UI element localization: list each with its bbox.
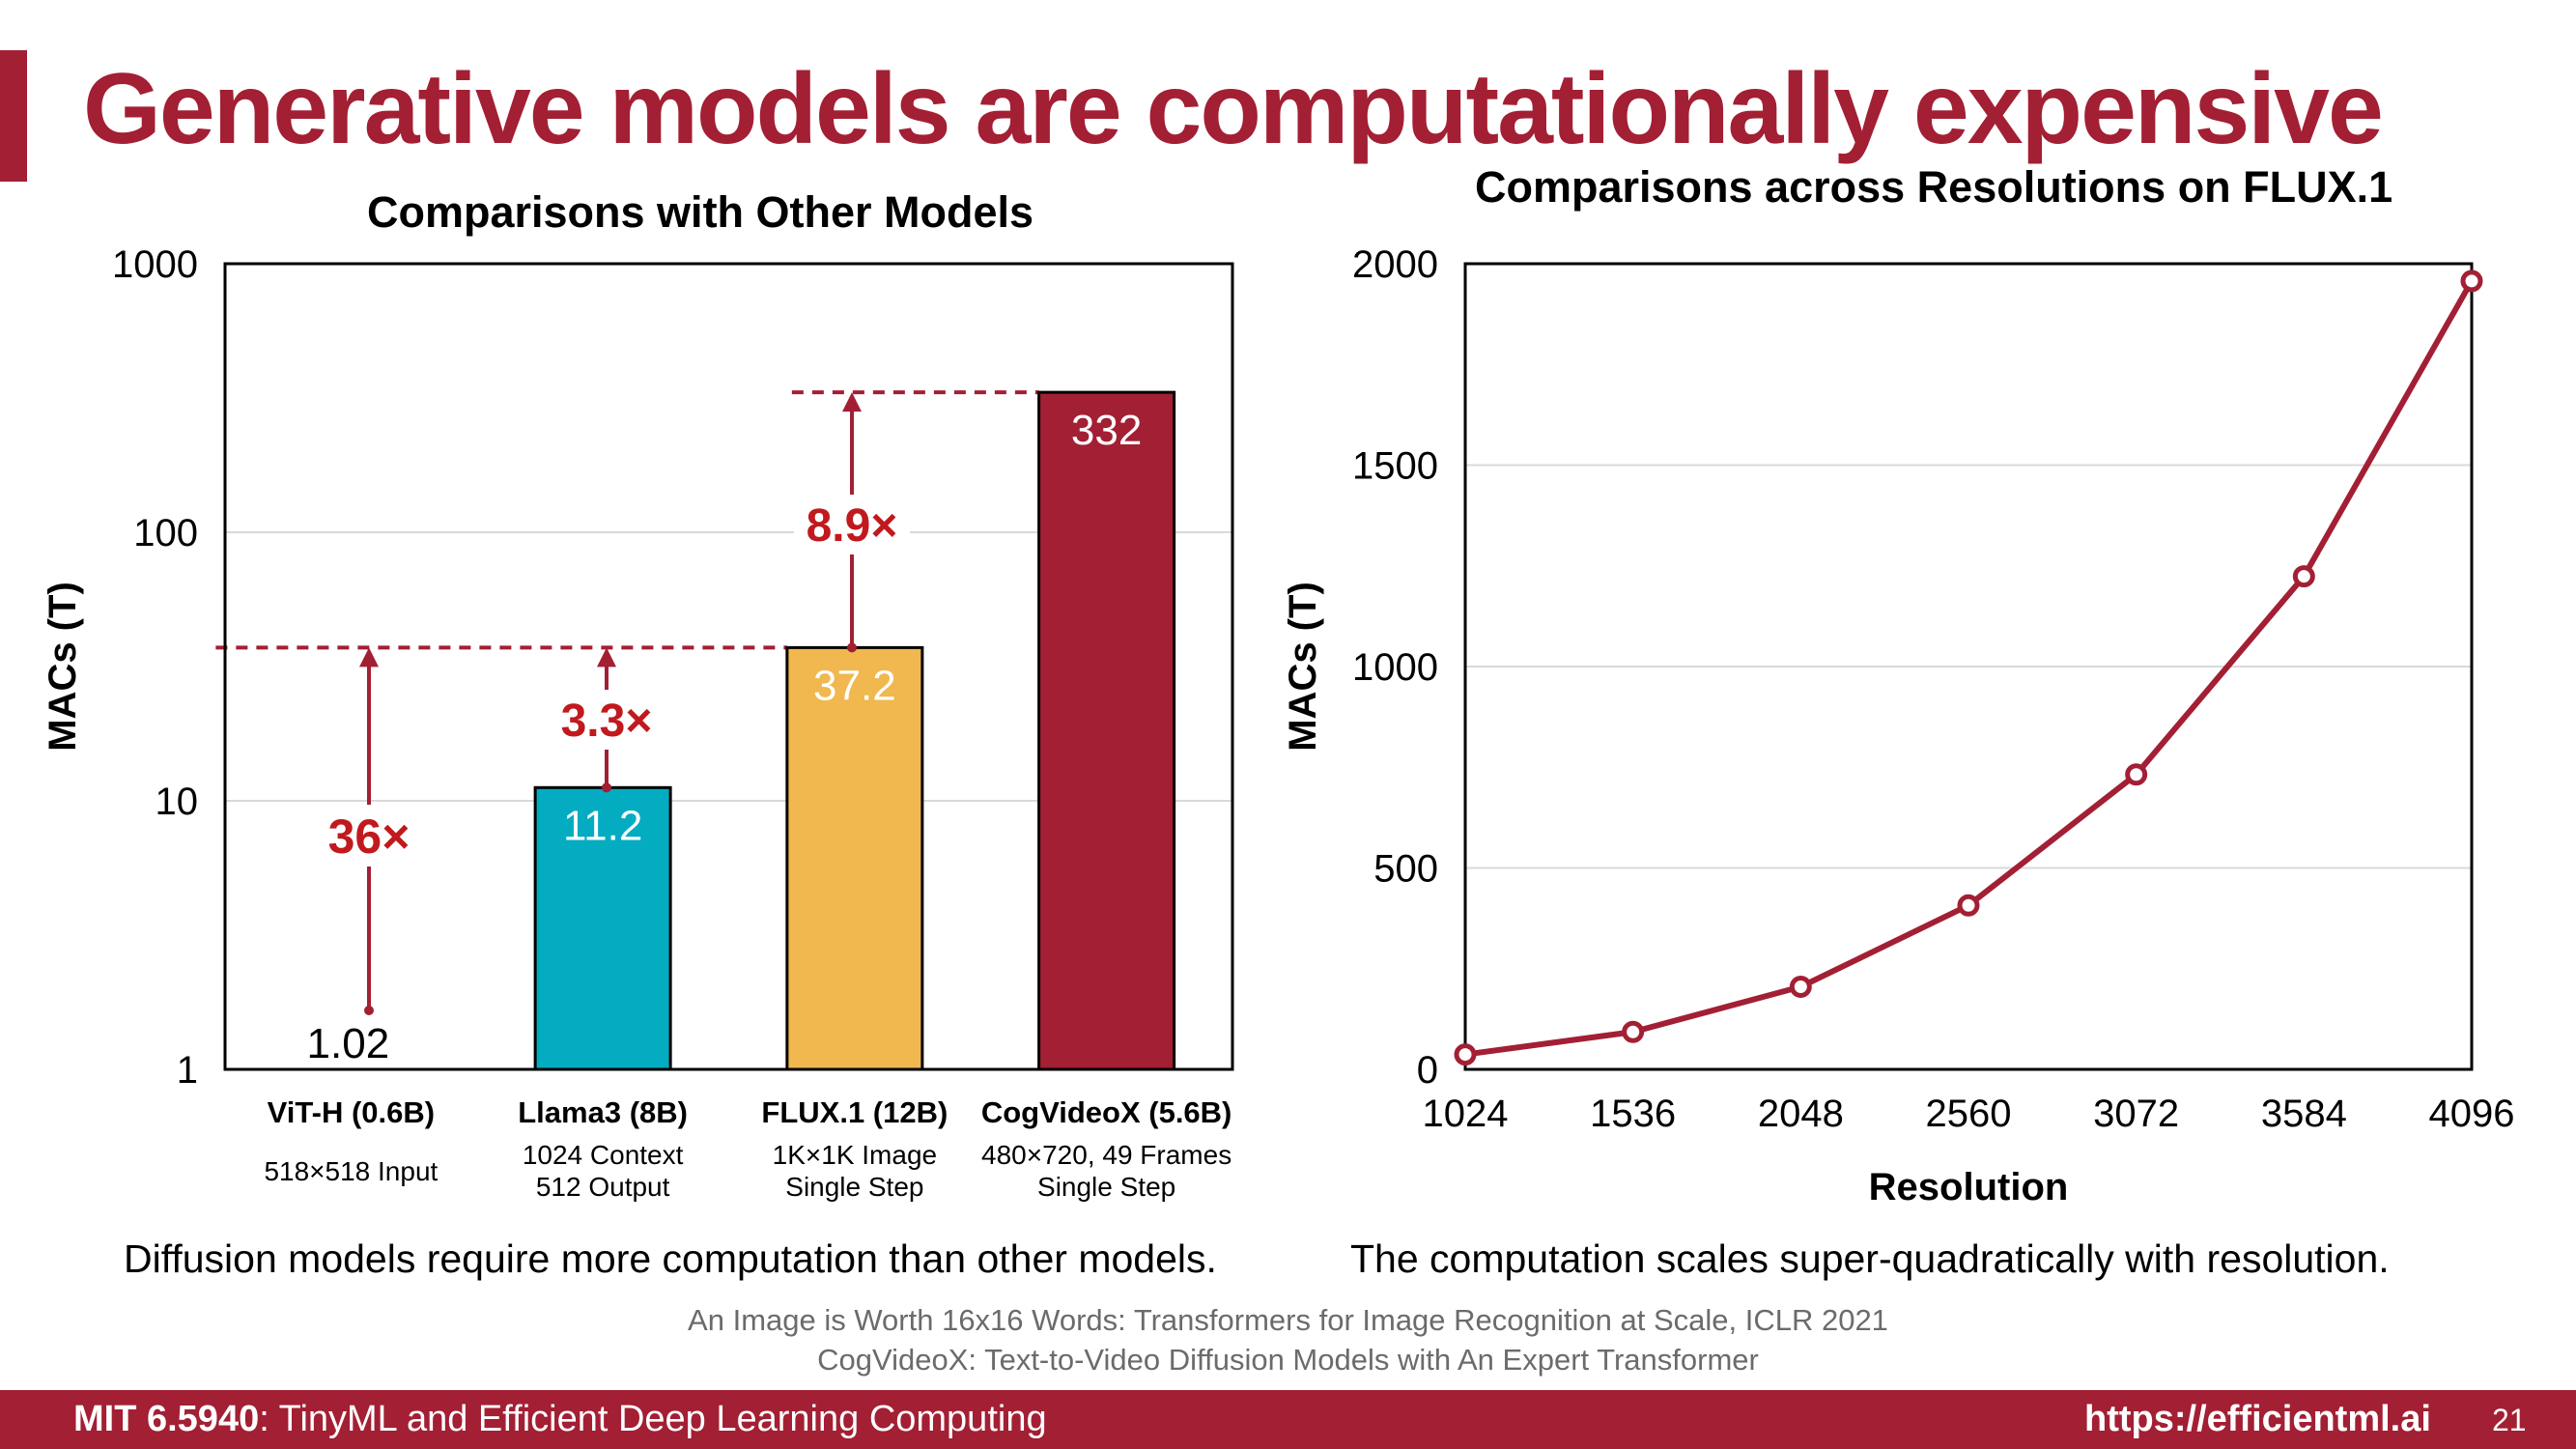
series-line [1464,279,2475,1058]
bar [1037,390,1176,1071]
ratio-label: 3.3× [561,696,653,747]
ratio-arrowhead [597,647,616,668]
page-number: 21 [2492,1403,2527,1437]
line-chart-title: Comparisons across Resolutions on FLUX.1 [1475,162,2393,212]
bar-category-note: 1K×1K Image [773,1140,937,1170]
footer-course: MIT 6.5940: TinyML and Efficient Deep Le… [73,1399,1047,1440]
bar-y-tick-label: 1000 [112,243,198,286]
footer-course-code: MIT 6.5940 [73,1399,260,1439]
ratio-label-bg [794,495,910,554]
data-point [1622,1020,1645,1043]
caption-left: Diffusion models require more computatio… [124,1236,1217,1281]
footer-course-name: : TinyML and Efficient Deep Learning Com… [259,1399,1047,1439]
ratio-arrow-base [364,1006,374,1015]
line-x-tick-label: 1024 [1423,1093,1509,1135]
bar-y-tick-label: 10 [156,781,199,823]
bar-category-note: 480×720, 49 Frames [981,1140,1231,1170]
ratio-label: 8.9× [807,500,898,552]
line-y-axis-label: MACs (T) [1282,582,1324,752]
bar [533,785,672,1071]
ratio-label-bg [311,805,427,867]
bar-value-label: 1.02 [307,1020,390,1067]
ratio-label: 36× [328,810,410,864]
bar-x-tick-label: FLUX.1 (12B) [761,1095,948,1129]
line-x-axis-label: Resolution [1869,1166,2069,1208]
line-y-tick-label: 1000 [1352,646,1438,689]
data-point [1957,894,1980,917]
line-y-tick-label: 2000 [1352,243,1438,286]
data-point [2125,763,2148,786]
bar-category-note: Single Step [785,1172,923,1202]
line-x-tick-label: 2560 [1926,1093,2012,1135]
reference-2: CogVideoX: Text-to-Video Diffusion Model… [817,1343,1759,1377]
footer-bar: MIT 6.5940: TinyML and Efficient Deep Le… [0,1390,2576,1449]
bar-y-tick-label: 1 [177,1049,198,1092]
line-y-tick-label: 1500 [1352,445,1438,488]
line-chart: 0 500 1000 1500 2000 1024 1536 2048 2560 3072 3584… [1282,243,2515,1208]
bar-value-label: 332 [1071,407,1142,454]
line-x-tick-label: 4096 [2429,1093,2515,1135]
bar-y-tick-label: 100 [133,512,198,554]
slide-title: Generative models are computationally ex… [83,53,2384,165]
title-accent-bar [0,50,27,182]
ratio-arrow-base [602,782,611,793]
line-plot-frame [1463,262,2474,1071]
ratio-arrow-base [847,642,857,653]
bar-x-tick-label: Llama3 (8B) [518,1095,688,1129]
line-x-tick-label: 2048 [1758,1093,1844,1135]
bar-x-tick-label: ViT-H (0.6B) [268,1095,435,1129]
line-x-tick-label: 1536 [1590,1093,1676,1135]
data-point [2460,270,2483,293]
bar-plot-frame [223,262,1234,1071]
bar-y-axis-label: MACs (T) [42,582,84,752]
bar-category-note: 512 Output [536,1172,670,1202]
ratio-arrowhead [842,392,862,412]
bar-category-note: Single Step [1037,1172,1175,1202]
reference-1: An Image is Worth 16x16 Words: Transform… [688,1303,1888,1337]
bar-category-note: 1024 Context [523,1140,684,1170]
data-point [2292,565,2315,588]
data-point [1454,1043,1477,1066]
line-y-tick-label: 500 [1373,848,1438,891]
footer-url-link[interactable]: https://efficientml.ai [2084,1399,2431,1439]
bar-chart-title: Comparisons with Other Models [367,187,1034,237]
caption-right: The computation scales super-quadratical… [1350,1236,2390,1281]
line-x-tick-label: 3584 [2261,1093,2347,1135]
bar-value-label: 11.2 [563,802,642,849]
ratio-arrowhead [359,647,379,668]
bar-chart: 1 10 100 1000 MACs (T) 1.02 ViT-H (0.6B) 518×51… [42,243,1234,1202]
data-point [1789,976,1812,999]
bar-x-tick-label: CogVideoX (5.6B) [981,1095,1232,1129]
line-y-tick-label: 0 [1417,1049,1438,1092]
bar [785,645,924,1071]
ratio-label-bg [549,690,665,750]
line-x-tick-label: 3072 [2093,1093,2179,1135]
bar-category-note: 518×518 Input [264,1156,438,1186]
bar-value-label: 37.2 [813,662,896,709]
